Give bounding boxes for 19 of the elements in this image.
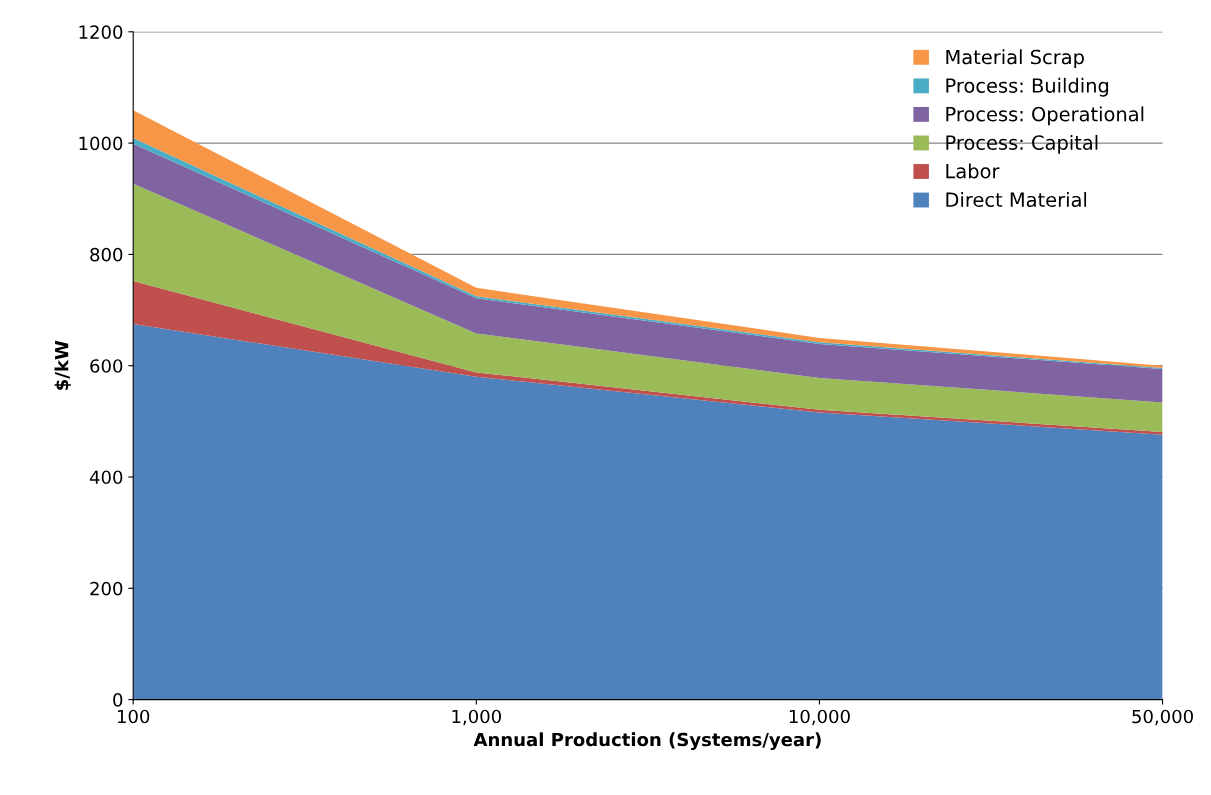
y-tick-label: 0 <box>113 693 123 707</box>
legend-label: Labor <box>946 163 1000 179</box>
legend-label: Process: Capital <box>946 134 1098 154</box>
legend-label: Process: Building <box>946 77 1109 97</box>
legend-label: Process: Operational <box>946 106 1144 126</box>
y-tick-label: 200 <box>90 581 123 596</box>
x-tick-label: 100 <box>117 709 150 724</box>
y-axis-title: $/kW <box>54 340 71 390</box>
x-tick-label: 1,000 <box>452 709 501 726</box>
legend-label: Material Scrap <box>946 49 1084 69</box>
legend-label: Direct Material <box>946 192 1087 208</box>
y-tick-label: 800 <box>90 247 123 262</box>
y-tick-label: 600 <box>90 359 123 373</box>
x-tick-label: 50,000 <box>1132 709 1193 726</box>
x-tick-label: 10,000 <box>789 709 850 726</box>
x-axis-title: Annual Production (Systems/year) <box>473 732 821 750</box>
y-tick-label: 1000 <box>79 136 123 151</box>
y-tick-label: 1200 <box>79 25 123 39</box>
y-tick-label: 400 <box>89 470 123 485</box>
